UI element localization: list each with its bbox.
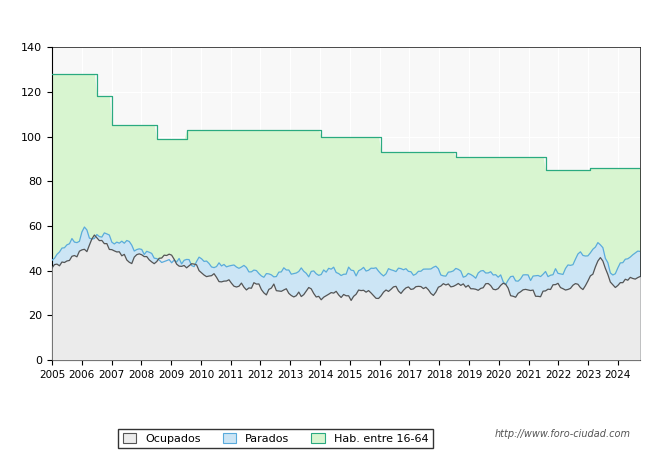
Legend: Ocupados, Parados, Hab. entre 16-64: Ocupados, Parados, Hab. entre 16-64 xyxy=(118,428,433,448)
Text: Villatoro - Evolucion de la poblacion en edad de Trabajar Septiembre de 2024: Villatoro - Evolucion de la poblacion en… xyxy=(83,14,567,27)
Text: http://www.foro-ciudad.com: http://www.foro-ciudad.com xyxy=(495,429,630,439)
